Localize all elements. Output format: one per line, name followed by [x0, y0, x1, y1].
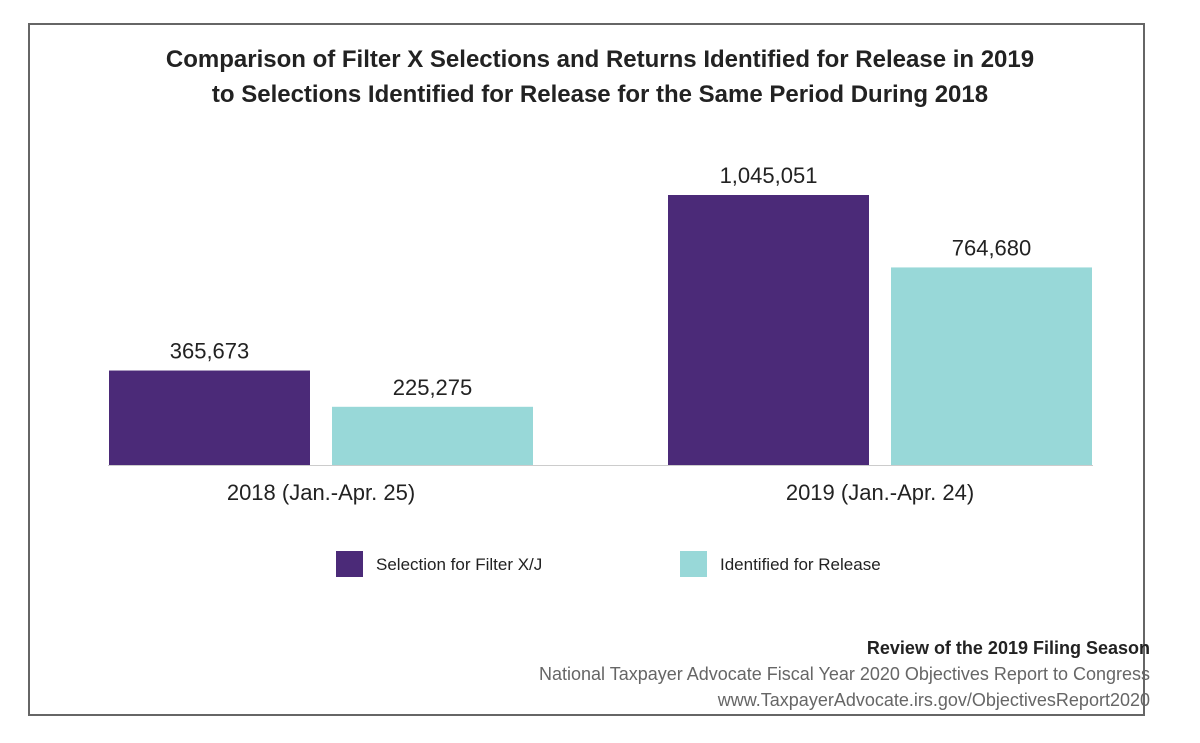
legend-label: Identified for Release [720, 555, 881, 574]
data-label: 1,045,051 [720, 163, 818, 188]
legend-swatch [336, 551, 363, 577]
legend-swatch [680, 551, 707, 577]
data-label: 764,680 [952, 235, 1032, 260]
footer-report-title: Review of the 2019 Filing Season [866, 638, 1150, 658]
footer-report-subtitle: National Taxpayer Advocate Fiscal Year 2… [538, 664, 1150, 684]
legend-label: Selection for Filter X/J [376, 555, 542, 574]
x-tick-label: 2019 (Jan.-Apr. 24) [786, 480, 974, 505]
x-tick-label: 2018 (Jan.-Apr. 25) [227, 480, 415, 505]
data-label: 365,673 [170, 339, 250, 364]
bar [668, 195, 869, 465]
bar [891, 267, 1092, 465]
bar [109, 370, 310, 465]
footer-url[interactable]: www.TaxpayerAdvocate.irs.gov/ObjectivesR… [717, 690, 1150, 710]
chart-title: Comparison of Filter X Selections and Re… [165, 46, 1035, 73]
data-label: 225,275 [393, 375, 473, 400]
chart-frame [28, 23, 1145, 716]
chart-subtitle: to Selections Identified for Release for… [211, 81, 989, 108]
bar [332, 406, 533, 465]
